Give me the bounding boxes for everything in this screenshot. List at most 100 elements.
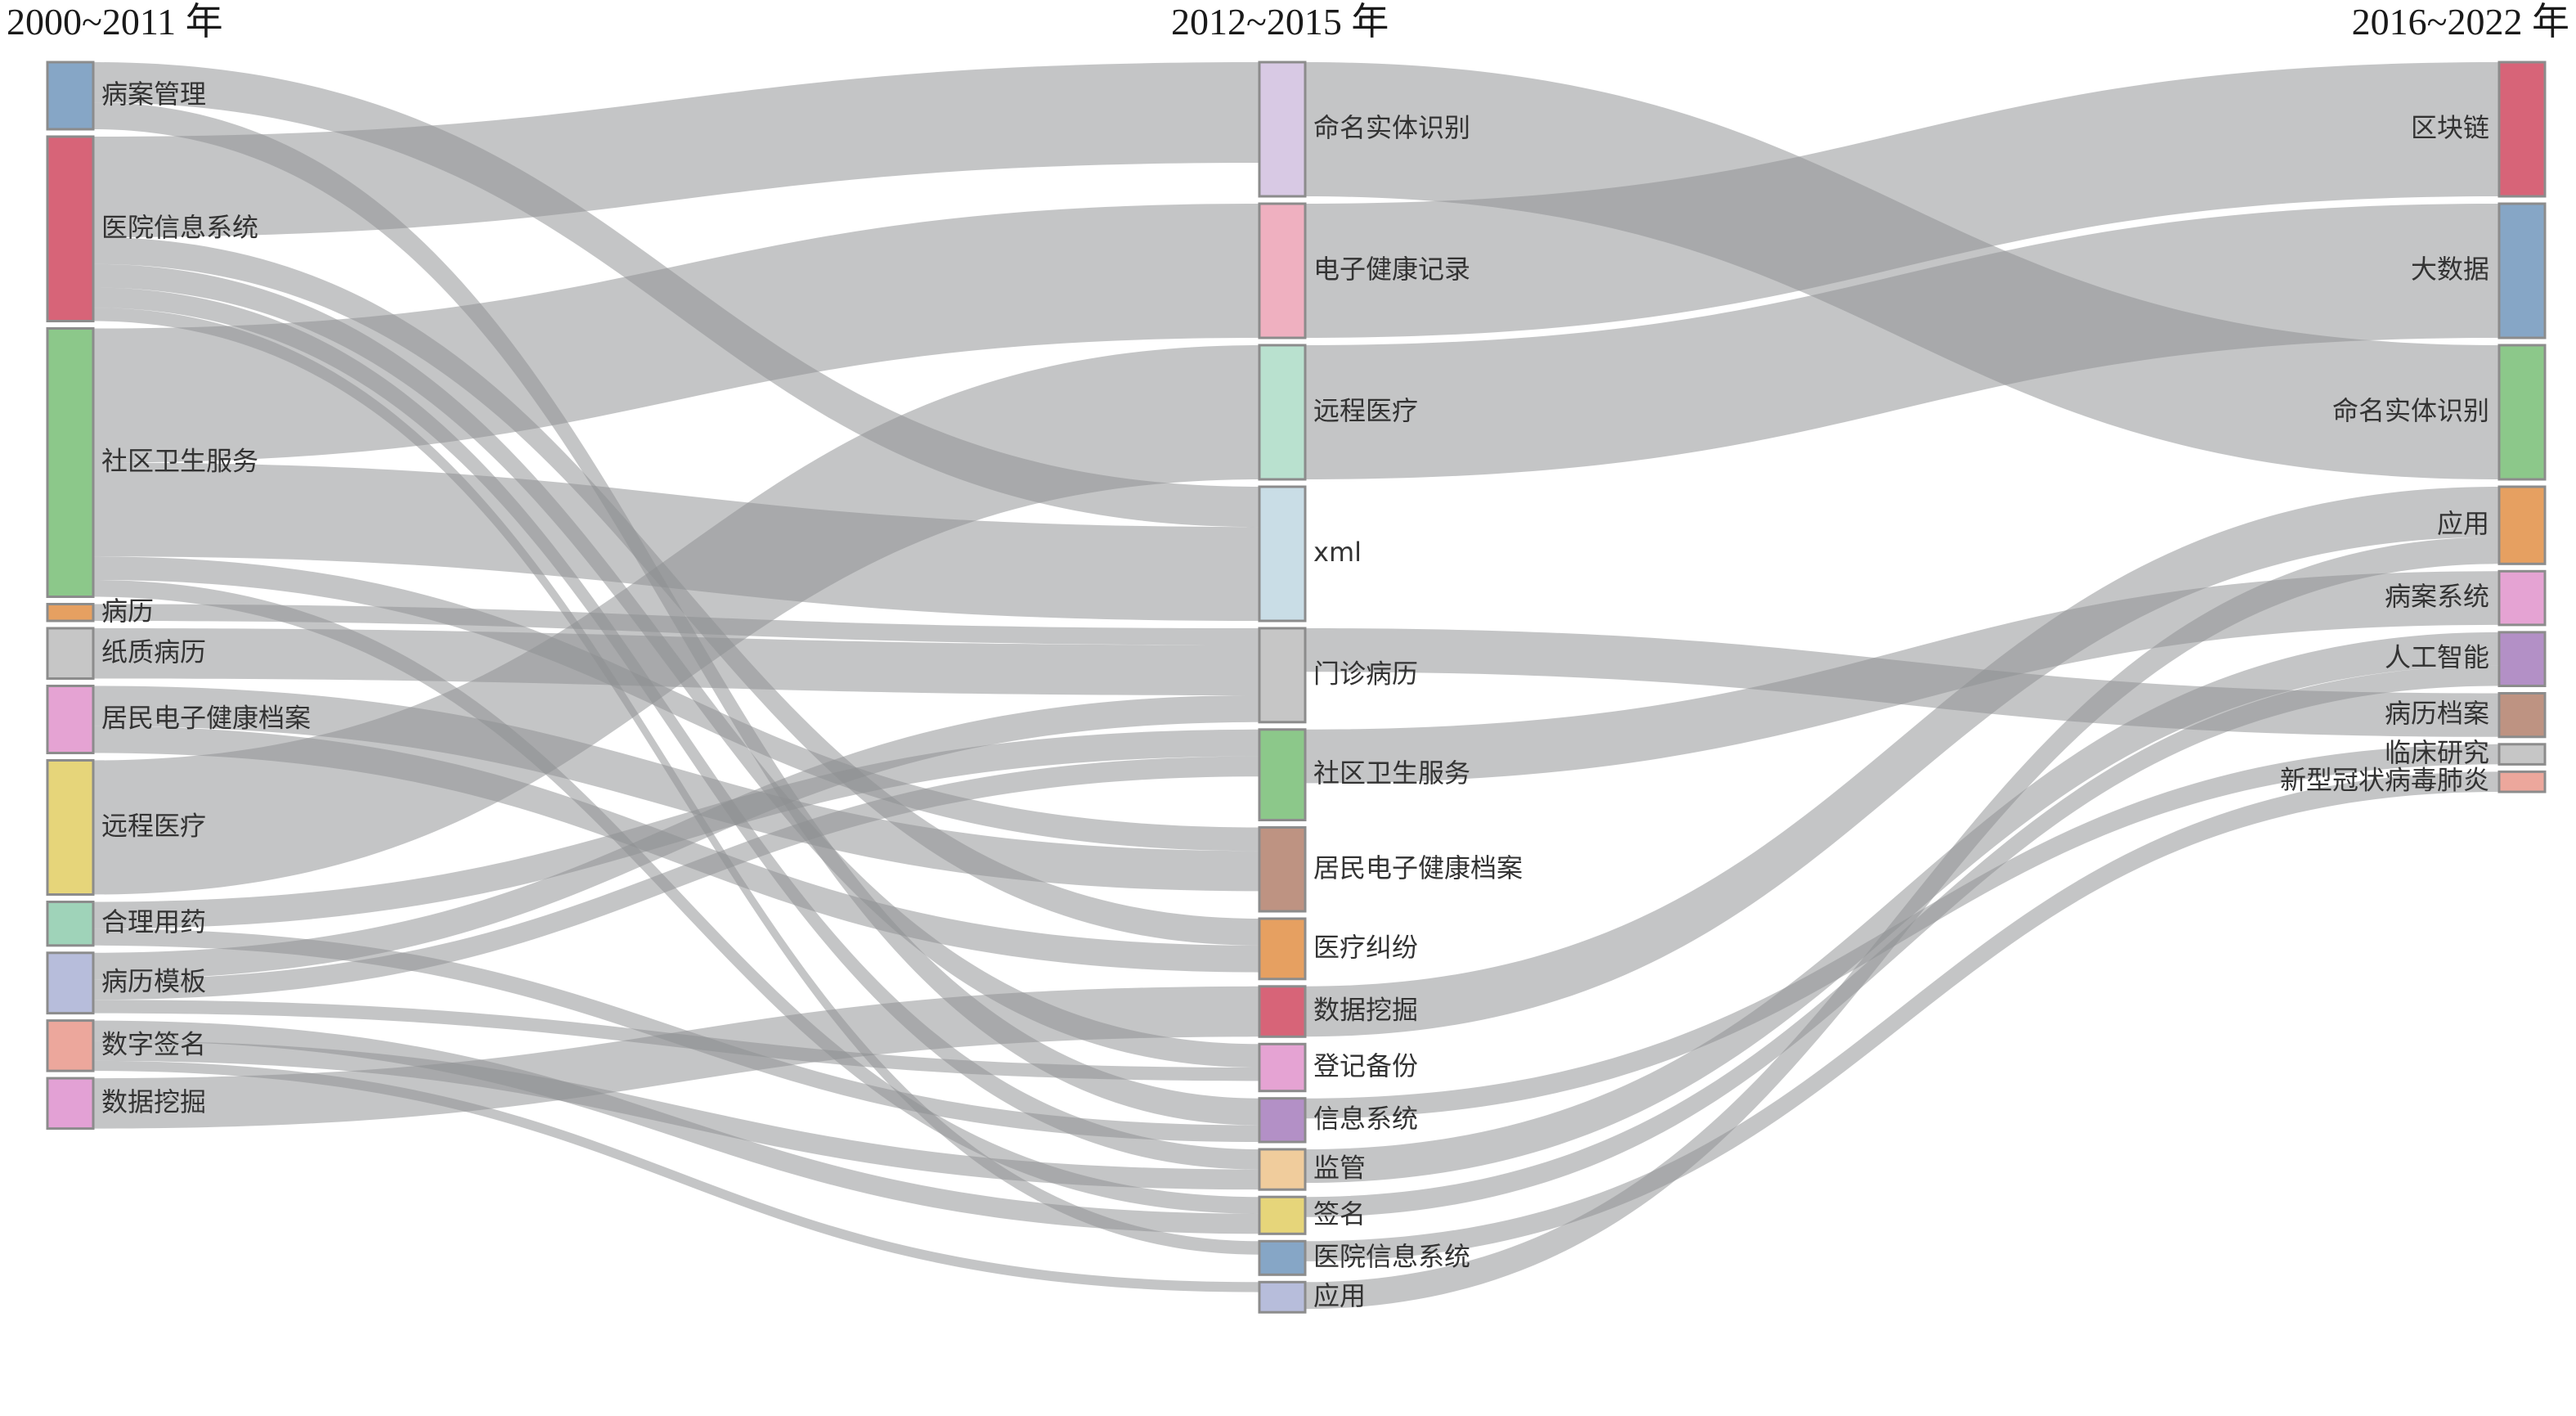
- node-bar: [1258, 61, 1307, 198]
- node-A9: 病历模板: [46, 951, 206, 1015]
- node-A7: 远程医疗: [46, 759, 206, 896]
- node-label: 数据挖掘: [1313, 995, 1418, 1026]
- node-bar: [46, 685, 95, 754]
- node-B12: 监管: [1258, 1148, 1366, 1191]
- node-label: 病历模板: [101, 966, 206, 997]
- node-B3: 远程医疗: [1258, 344, 1418, 481]
- node-bar: [1258, 728, 1307, 821]
- node-bar: [1258, 1195, 1307, 1235]
- node-C5: 病案系统: [2385, 569, 2547, 627]
- flow-link: [1305, 665, 2499, 1217]
- node-C4: 应用: [2437, 485, 2547, 565]
- node-A5: 纸质病历: [46, 627, 206, 680]
- node-label: 居民电子健康档案: [1313, 852, 1523, 883]
- node-bar: [46, 901, 95, 947]
- flow-link: [1305, 771, 2499, 1261]
- node-bar: [2497, 692, 2547, 739]
- node-bar: [1258, 202, 1307, 339]
- node-label: 大数据: [2411, 254, 2489, 285]
- node-bar: [46, 603, 95, 623]
- flow-link: [1305, 632, 2499, 1183]
- node-B4: xml: [1258, 485, 1362, 623]
- flow-link: [93, 556, 1259, 852]
- node-label: 医院信息系统: [1313, 1241, 1470, 1272]
- node-label: 病案系统: [2385, 581, 2489, 612]
- node-bar: [46, 1019, 95, 1072]
- node-layer: 病案管理医院信息系统社区卫生服务病历纸质病历居民电子健康档案远程医疗合理用药病历…: [46, 61, 2547, 1314]
- node-A8: 合理用药: [46, 901, 206, 947]
- node-label: 数据挖掘: [101, 1086, 206, 1117]
- node-label: 命名实体识别: [1313, 112, 1470, 143]
- node-label: 病案管理: [101, 79, 206, 110]
- node-bar: [2497, 61, 2547, 198]
- node-B14: 医院信息系统: [1258, 1239, 1470, 1276]
- node-label: 信息系统: [1313, 1103, 1418, 1134]
- node-label: 远程医疗: [1313, 395, 1418, 426]
- flow-link: [93, 756, 1259, 1000]
- flow-link: [1305, 537, 2499, 1310]
- node-C1: 区块链: [2411, 61, 2547, 198]
- node-C8: 临床研究: [2385, 737, 2547, 768]
- node-A3: 社区卫生服务: [46, 327, 258, 598]
- column-title-2016-2022: 2016~2022 年: [2352, 1, 2569, 43]
- node-bar: [1258, 917, 1307, 981]
- node-bar: [1258, 344, 1307, 481]
- node-A10: 数字签名: [46, 1019, 206, 1072]
- node-bar: [2497, 770, 2547, 793]
- node-label: 病历: [101, 596, 154, 627]
- node-bar: [1258, 1148, 1307, 1191]
- node-bar: [1258, 985, 1307, 1038]
- node-A6: 居民电子健康档案: [46, 685, 311, 754]
- node-label: 临床研究: [2385, 737, 2489, 768]
- flow-link: [93, 62, 1259, 237]
- node-C3: 命名实体识别: [2332, 344, 2547, 481]
- node-label: 门诊病历: [1313, 658, 1418, 689]
- node-bar: [2497, 569, 2547, 627]
- node-bar: [1258, 485, 1307, 623]
- node-bar: [1258, 627, 1307, 724]
- link-layer: [93, 62, 2499, 1310]
- node-C9: 新型冠状病毒肺炎: [2280, 765, 2547, 796]
- node-B2: 电子健康记录: [1258, 202, 1470, 339]
- column-title-2000-2011: 2000~2011 年: [7, 1, 223, 43]
- node-A1: 病案管理: [46, 61, 206, 131]
- node-label: 电子健康记录: [1313, 254, 1470, 285]
- node-label: 医疗纠纷: [1313, 932, 1418, 963]
- node-B10: 登记备份: [1258, 1042, 1418, 1093]
- node-A11: 数据挖掘: [46, 1077, 206, 1131]
- node-B1: 命名实体识别: [1258, 61, 1470, 198]
- node-B7: 居民电子健康档案: [1258, 826, 1523, 913]
- flow-link: [93, 1020, 1259, 1234]
- node-bar: [46, 135, 95, 322]
- node-label: 登记备份: [1313, 1050, 1418, 1081]
- flow-link: [93, 580, 1259, 1214]
- node-label: 监管: [1313, 1153, 1366, 1184]
- node-bar: [1258, 1239, 1307, 1276]
- flow-link: [93, 287, 1259, 1170]
- node-label: 纸质病历: [101, 636, 206, 668]
- node-label: 远程医疗: [101, 811, 206, 842]
- node-label: 应用: [2437, 508, 2489, 539]
- node-bar: [1258, 1042, 1307, 1093]
- node-bar: [46, 327, 95, 598]
- node-label: 区块链: [2411, 112, 2489, 143]
- node-label: 签名: [1313, 1198, 1366, 1229]
- node-bar: [2497, 485, 2547, 565]
- node-B5: 门诊病历: [1258, 627, 1418, 724]
- node-B6: 社区卫生服务: [1258, 728, 1470, 821]
- node-B9: 数据挖掘: [1258, 985, 1418, 1038]
- node-bar: [1258, 1280, 1307, 1314]
- flow-link: [93, 986, 1259, 1129]
- flow-link: [93, 462, 1259, 621]
- node-bar: [46, 951, 95, 1015]
- flow-link: [93, 1060, 1259, 1292]
- flow-link: [93, 204, 1259, 463]
- node-label: xml: [1313, 537, 1362, 568]
- flow-link: [93, 1041, 1259, 1190]
- node-label: 社区卫生服务: [1313, 757, 1470, 789]
- node-bar: [2497, 743, 2547, 766]
- node-label: 居民电子健康档案: [101, 703, 311, 734]
- node-label: 病历档案: [2385, 698, 2489, 729]
- node-bar: [1258, 826, 1307, 913]
